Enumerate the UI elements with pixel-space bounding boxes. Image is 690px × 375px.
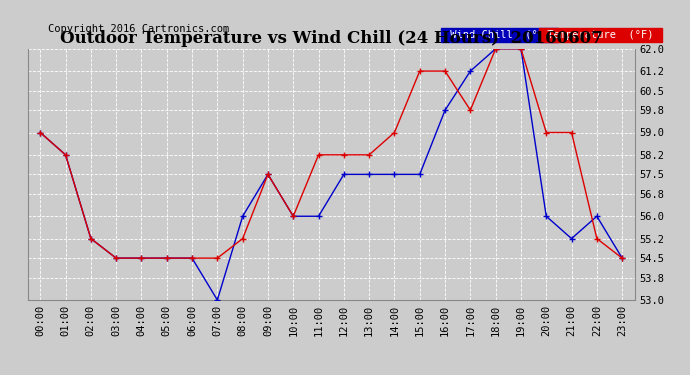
Text: Wind Chill  (°F): Wind Chill (°F) xyxy=(444,30,556,40)
Text: Temperature  (°F): Temperature (°F) xyxy=(541,30,660,40)
Title: Outdoor Temperature vs Wind Chill (24 Hours)  20160607: Outdoor Temperature vs Wind Chill (24 Ho… xyxy=(60,30,602,47)
Text: Copyright 2016 Cartronics.com: Copyright 2016 Cartronics.com xyxy=(48,24,230,34)
